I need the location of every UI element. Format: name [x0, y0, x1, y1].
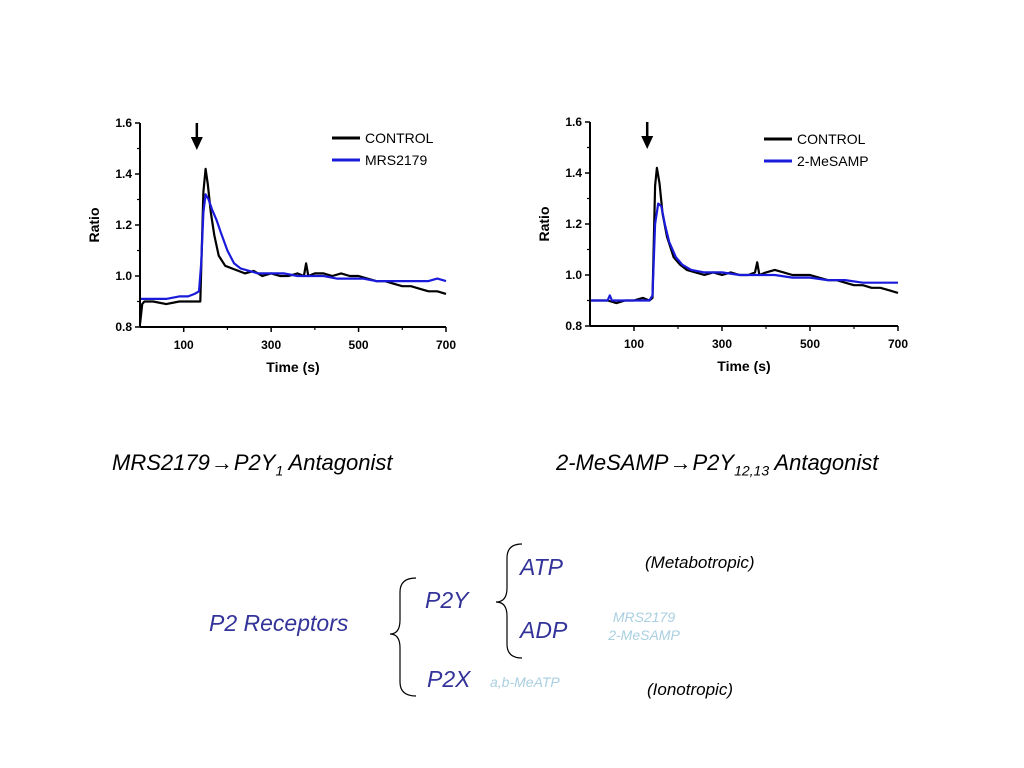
ionotropic-label: (Ionotropic): [647, 680, 733, 699]
series-layer: [590, 166, 899, 305]
axes-layer: 0.8 1.0 1.2 1.4 1.6 100 300 500 700 Time (s) Ratio: [536, 115, 908, 374]
x-tick-label: 300: [261, 338, 281, 352]
receptor-diagram: P2 Receptors P2Y P2X ATP ADP (Metabotrop…: [0, 530, 1024, 730]
antagonist-2-mesamp: 2-MeSAMP: [608, 627, 680, 643]
atp-label: ATP: [520, 554, 564, 580]
caption-left-subscript: 1: [275, 462, 284, 479]
legend-label-1: MRS2179: [365, 152, 427, 168]
inner-brace: [495, 543, 523, 659]
x-tick-label: 100: [624, 337, 644, 351]
x-tick-label: 500: [800, 337, 820, 351]
y-tick-label: 0.8: [115, 320, 132, 334]
series-line-0: [590, 166, 899, 305]
caption-right-arrow: →: [669, 450, 692, 475]
y-tick-label: 1.2: [115, 218, 132, 232]
stimulus-arrow-head: [190, 137, 203, 150]
caption-left-suffix: Antagonist: [283, 450, 393, 475]
stimulus-arrow-head: [641, 136, 654, 149]
outer-brace: [389, 577, 417, 697]
axes-layer: 0.8 1.0 1.2 1.4 1.6 100 300 500 700 Time (s) Ratio: [86, 116, 456, 375]
legend-label-0: CONTROL: [365, 130, 434, 146]
x-tick-label: 100: [174, 338, 194, 352]
y-tick-label: 1.4: [565, 166, 582, 180]
y-axis-title: Ratio: [86, 208, 102, 243]
y-axis-title: Ratio: [536, 207, 552, 242]
caption-left-target: P2Y: [233, 450, 276, 475]
x-tick-label: 500: [349, 338, 369, 352]
series-layer: [138, 167, 447, 325]
y-tick-label: 1.4: [115, 167, 132, 181]
x-axis-title: Time (s): [266, 359, 319, 375]
y-tick-label: 1.6: [115, 116, 132, 130]
series-line-1: [140, 193, 447, 300]
caption-left-drug: MRS2179: [112, 450, 210, 475]
metabotropic-label: (Metabotropic): [645, 553, 755, 572]
antagonist-list: MRS2179 2-MeSAMP: [598, 608, 690, 644]
y-tick-label: 1.6: [565, 115, 582, 129]
legend-label-0: CONTROL: [797, 131, 866, 147]
y-tick-label: 0.8: [565, 319, 582, 333]
x-tick-label: 300: [712, 337, 732, 351]
y-tick-label: 1.0: [565, 268, 582, 282]
legend-layer: CONTROL MRS2179: [332, 130, 434, 168]
caption-right-drug: 2-MeSAMP: [556, 450, 669, 475]
adp-label: ADP: [520, 617, 568, 643]
legend-layer: CONTROL 2-MeSAMP: [764, 131, 869, 169]
caption-left-arrow: →: [210, 450, 233, 475]
diagram-braces: [389, 543, 523, 697]
caption-right-suffix: Antagonist: [769, 450, 879, 475]
x-tick-label: 700: [436, 338, 456, 352]
series-line-1: [590, 202, 898, 302]
x-axis-title: Time (s): [717, 358, 770, 374]
p2x-label: P2X: [427, 666, 471, 692]
x-tick-label: 700: [888, 337, 908, 351]
caption-left: MRS2179→P2Y1 Antagonist: [112, 450, 393, 478]
caption-right: 2-MeSAMP→P2Y12,13 Antagonist: [556, 450, 878, 478]
antagonist-mrs2179: MRS2179: [612, 609, 676, 625]
legend-label-1: 2-MeSAMP: [797, 153, 869, 169]
y-tick-label: 1.2: [565, 217, 582, 231]
y-tick-label: 1.0: [115, 269, 132, 283]
p2-receptors-label: P2 Receptors: [209, 610, 349, 636]
p2x-agonist-label: a,b-MeATP: [490, 674, 560, 690]
p2y-label: P2Y: [425, 587, 469, 613]
caption-right-target: P2Y: [692, 450, 735, 475]
caption-right-subscript: 12,13: [734, 462, 770, 479]
